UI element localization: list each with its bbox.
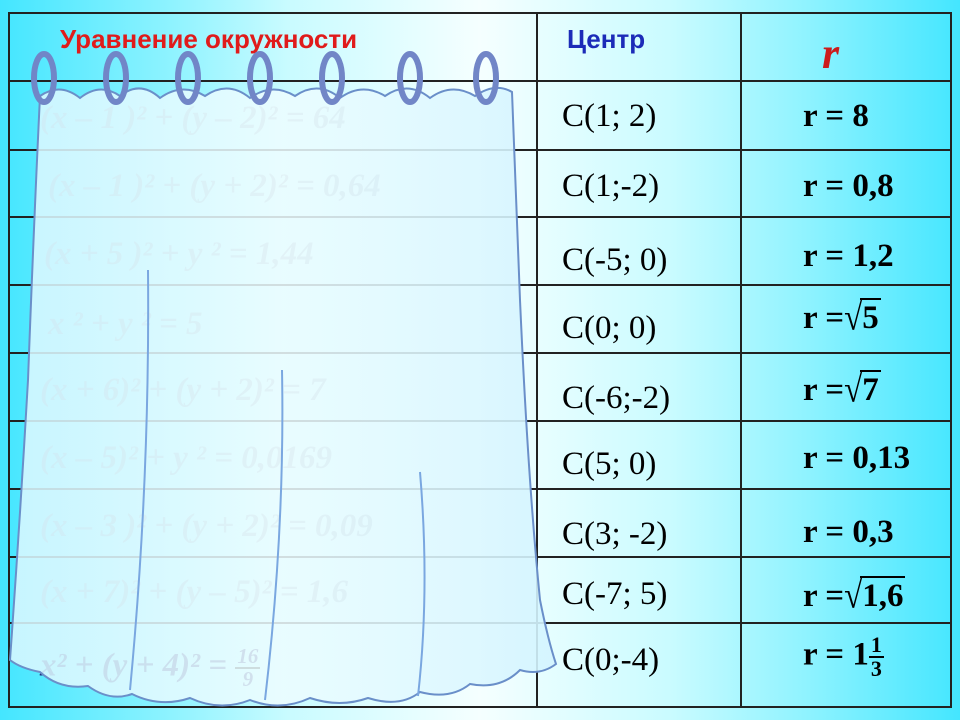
radius-cell: r = 0,8 — [803, 168, 894, 205]
radius-value: 8 — [852, 98, 869, 134]
center-cell: C(3; -2) — [562, 516, 668, 552]
square-root-icon: √1,6 — [844, 575, 906, 617]
grid-line — [8, 284, 952, 286]
header-center: Центр — [567, 24, 646, 54]
equation-cell: (x + 7)² + (y – 5)² = 1,6 — [40, 574, 349, 610]
center-cell: C(0; 0) — [562, 310, 657, 346]
grid-line — [8, 80, 952, 82]
center-cell: C(-7; 5) — [562, 576, 668, 612]
grid-line — [8, 706, 952, 708]
radius-prefix: r = 1 — [803, 636, 869, 673]
radius-value: 7 — [860, 370, 881, 408]
grid-line — [536, 12, 538, 708]
radius-prefix: r = — [803, 578, 845, 614]
grid-line — [950, 12, 952, 708]
center-cell: C(-5; 0) — [562, 242, 668, 278]
radius-cell: r = 8 — [803, 98, 869, 135]
radius-cell: r =√1,6 — [803, 575, 906, 617]
center-cell: C(0;-4) — [562, 642, 660, 678]
radius-cell: r =√7 — [803, 369, 881, 411]
grid-line — [8, 12, 10, 708]
header-radius: r — [822, 29, 840, 78]
radius-value: 5 — [860, 298, 881, 336]
square-root-icon: √7 — [844, 369, 881, 411]
grid-line — [8, 352, 952, 354]
center-cell: C(1;-2) — [562, 168, 660, 204]
radius-prefix: r = — [803, 514, 853, 550]
radius-value: 1,2 — [852, 238, 894, 274]
radius-cell: r =√5 — [803, 297, 881, 339]
equation-cell: (x – 1 )² + (y – 2)² = 64 — [40, 100, 346, 136]
equation-cell: (x + 6)² + (y + 2)² = 7 — [40, 372, 326, 408]
radius-prefix: r = — [803, 238, 853, 274]
square-root-icon: √5 — [844, 297, 881, 339]
equation-cell: (x – 3 )² + (y + 2)² = 0,09 — [40, 508, 373, 544]
grid-line — [8, 216, 952, 218]
radius-prefix: r = — [803, 300, 845, 336]
radius-cell: r = 0,13 — [803, 440, 910, 477]
grid-line — [8, 556, 952, 558]
radius-prefix: r = — [803, 98, 853, 134]
radius-value: 0,3 — [852, 514, 894, 550]
radius-cell: r = 0,3 — [803, 514, 894, 551]
equation-cell: (x + 5 )² + y ² = 1,44 — [44, 236, 314, 272]
equation-lhs: x² + (y + 4)² = — [40, 647, 228, 684]
grid-line — [8, 622, 952, 624]
radius-prefix: r = — [803, 168, 853, 204]
radius-prefix: r = — [803, 372, 845, 408]
fraction-denominator: 3 — [870, 656, 882, 681]
grid-line — [8, 149, 952, 151]
equation-cell: x ² + y ² = 5 — [48, 306, 203, 342]
grid-line — [8, 488, 952, 490]
center-cell: C(-6;-2) — [562, 380, 671, 416]
equation-cell: x² + (y + 4)² = 16 9 — [40, 644, 261, 691]
fraction-denominator: 9 — [242, 667, 254, 691]
radius-cell: r = 1,2 — [803, 238, 894, 275]
radius-value: 0,13 — [852, 440, 911, 476]
radius-fraction: 1 3 — [868, 632, 884, 681]
radius-cell: r = 1 1 3 — [803, 634, 884, 680]
radius-value: 0,8 — [852, 168, 894, 204]
equation-cell: (x – 5)² + y ² = 0,0169 — [40, 440, 333, 476]
fraction-numerator: 16 — [235, 644, 261, 669]
equation-fraction: 16 9 — [235, 644, 261, 691]
radius-prefix: r = — [803, 440, 853, 476]
radius-value: 1,6 — [860, 576, 906, 614]
grid-line — [740, 12, 742, 708]
equation-cell: (x – 1 )² + (y + 2)² = 0,64 — [48, 168, 381, 204]
header-equation: Уравнение окружности — [60, 24, 358, 54]
grid-line — [8, 12, 952, 14]
grid-line — [8, 420, 952, 422]
center-cell: C(5; 0) — [562, 446, 657, 482]
fraction-numerator: 1 — [868, 632, 884, 658]
center-cell: C(1; 2) — [562, 98, 657, 134]
